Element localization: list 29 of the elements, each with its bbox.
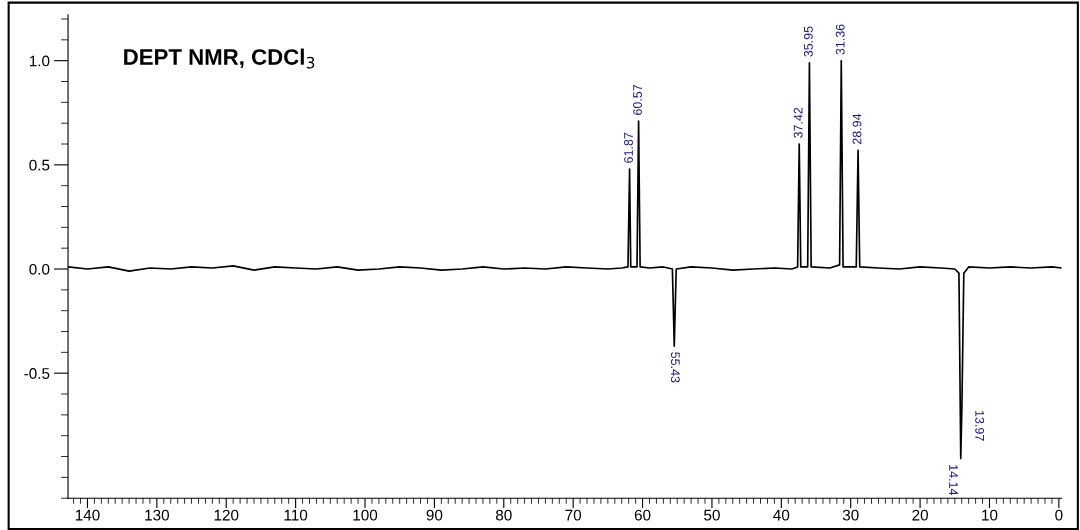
annotation: 28.94 [852,113,862,145]
annotation: 35.95 [803,26,813,57]
x-tick-label: 10 [982,509,998,521]
annotation: 13.97 [975,410,985,441]
x-tick-label: 60 [634,509,651,521]
x-tick-label: 100 [353,509,378,521]
x-tick-label: 120 [214,509,239,521]
x-tick-label: 80 [495,509,512,521]
x-tick-label: 110 [284,509,308,521]
x-tick-label: 40 [773,509,790,521]
y-tick-label: 1.0 [29,55,50,67]
y-tick-label: -0.5 [24,368,50,379]
annotation: 61.87 [624,132,633,163]
y-tick-label: 0.5 [29,159,50,171]
text: DEPT NMR, CDCl$_{3}$ [124,48,315,69]
x-tick-label: 140 [75,509,100,521]
annotation: 37.42 [793,107,803,138]
x-tick-label: 50 [704,509,720,521]
annotation: 14.14 [949,465,958,496]
annotation: 60.57 [633,84,642,115]
x-tick-label: 90 [426,509,443,521]
x-tick-label: 20 [912,509,928,521]
x-tick-label: 70 [565,509,582,521]
x-tick-label: 130 [145,509,169,521]
x-tick-label: 0 [1055,509,1063,521]
annotation: 55.43 [670,352,680,383]
x-tick-label: 30 [842,509,859,521]
y-tick-label: 0.0 [29,263,50,275]
annotation: 31.36 [835,24,845,55]
